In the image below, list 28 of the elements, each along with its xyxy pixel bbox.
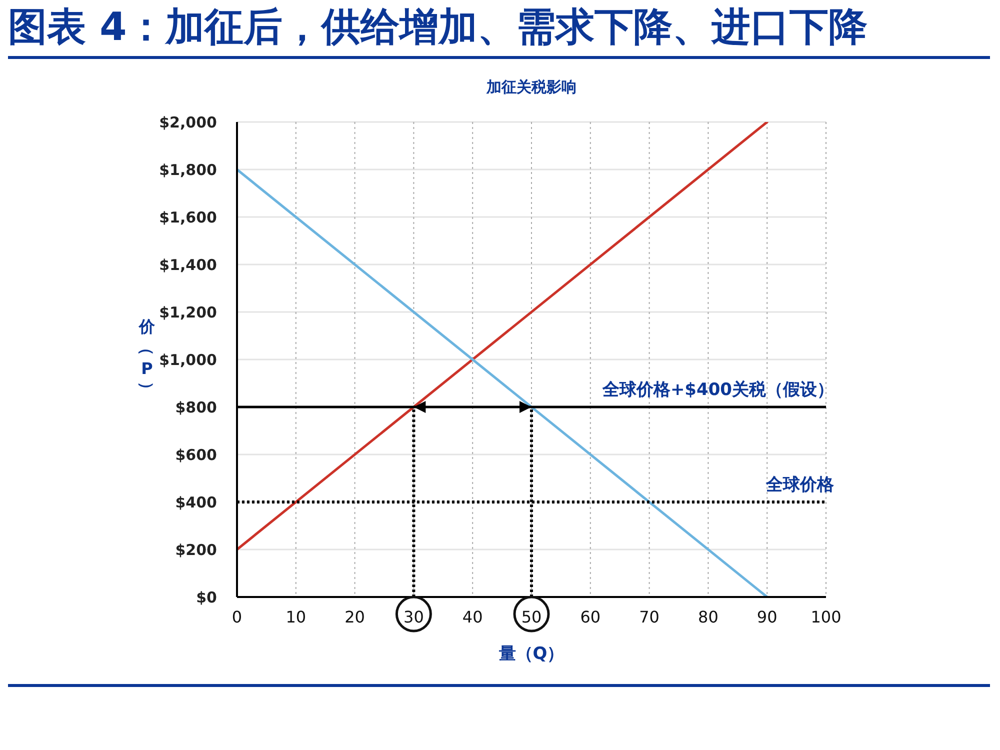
ref-line-label: 全球价格 bbox=[765, 475, 835, 495]
chart-subtitle: 加征关税影响 bbox=[485, 78, 578, 97]
x-tick-label: 10 bbox=[286, 607, 306, 626]
y-tick-label: $1,400 bbox=[159, 256, 217, 274]
y-tick-label: $1,200 bbox=[159, 303, 217, 322]
x-tick-label: 80 bbox=[698, 607, 718, 626]
x-tick-label: 100 bbox=[810, 607, 842, 626]
y-tick-label: $1,000 bbox=[159, 350, 217, 369]
x-tick-label: 70 bbox=[639, 607, 660, 626]
x-tick-label: 90 bbox=[756, 607, 778, 626]
y-tick-label: $1,800 bbox=[159, 160, 217, 179]
chart-title: 图表 4：加征后，供给增加、需求下降、进口下降 bbox=[8, 4, 868, 52]
x-tick-label: 60 bbox=[580, 607, 601, 626]
x-tick-label: 0 bbox=[232, 607, 242, 626]
y-tick-label: $1,600 bbox=[159, 208, 217, 226]
x-tick-label: 40 bbox=[462, 607, 483, 626]
ref-line-label: 全球价格+$400关税（假设） bbox=[601, 380, 834, 400]
x-tick-label: 30 bbox=[404, 607, 424, 626]
y-axis-title: 价（P） bbox=[136, 316, 158, 400]
x-axis-title: 量（Q） bbox=[498, 643, 566, 665]
y-tick-label: $800 bbox=[175, 398, 217, 416]
y-tick-label: $0 bbox=[196, 588, 217, 606]
x-tick-label: 20 bbox=[344, 607, 365, 626]
y-tick-label: $2,000 bbox=[159, 113, 217, 132]
y-tick-label: $200 bbox=[175, 540, 217, 559]
x-tick-label: 50 bbox=[521, 607, 542, 626]
y-tick-label: $400 bbox=[175, 493, 217, 512]
y-tick-label: $600 bbox=[175, 446, 217, 464]
